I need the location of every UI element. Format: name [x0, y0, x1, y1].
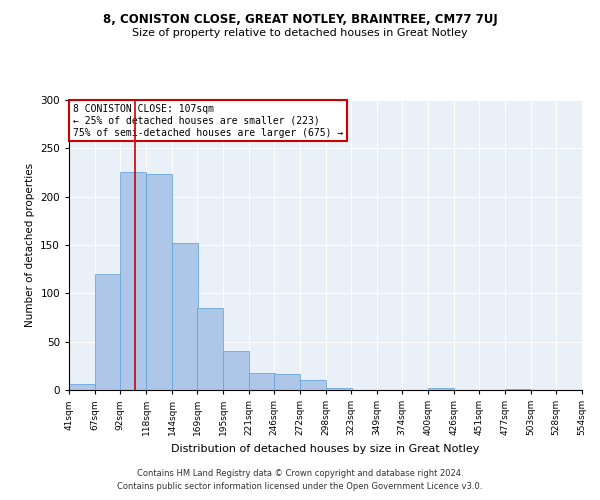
- Bar: [146, 174, 172, 390]
- Text: 8, CONISTON CLOSE, GREAT NOTLEY, BRAINTREE, CM77 7UJ: 8, CONISTON CLOSE, GREAT NOTLEY, BRAINTR…: [103, 12, 497, 26]
- Bar: [95, 274, 121, 390]
- Text: Size of property relative to detached houses in Great Notley: Size of property relative to detached ho…: [132, 28, 468, 38]
- Bar: [428, 388, 454, 390]
- X-axis label: Distribution of detached houses by size in Great Notley: Distribution of detached houses by size …: [172, 444, 479, 454]
- Bar: [120, 172, 146, 390]
- Bar: [223, 352, 249, 390]
- Text: Contains HM Land Registry data © Crown copyright and database right 2024.: Contains HM Land Registry data © Crown c…: [137, 468, 463, 477]
- Text: 8 CONISTON CLOSE: 107sqm
← 25% of detached houses are smaller (223)
75% of semi-: 8 CONISTON CLOSE: 107sqm ← 25% of detach…: [73, 104, 343, 138]
- Bar: [505, 389, 531, 390]
- Text: Contains public sector information licensed under the Open Government Licence v3: Contains public sector information licen…: [118, 482, 482, 491]
- Bar: [197, 308, 223, 390]
- Bar: [69, 384, 95, 390]
- Bar: [249, 372, 275, 390]
- Bar: [326, 388, 352, 390]
- Bar: [172, 243, 198, 390]
- Bar: [274, 374, 300, 390]
- Bar: [300, 380, 326, 390]
- Y-axis label: Number of detached properties: Number of detached properties: [25, 163, 35, 327]
